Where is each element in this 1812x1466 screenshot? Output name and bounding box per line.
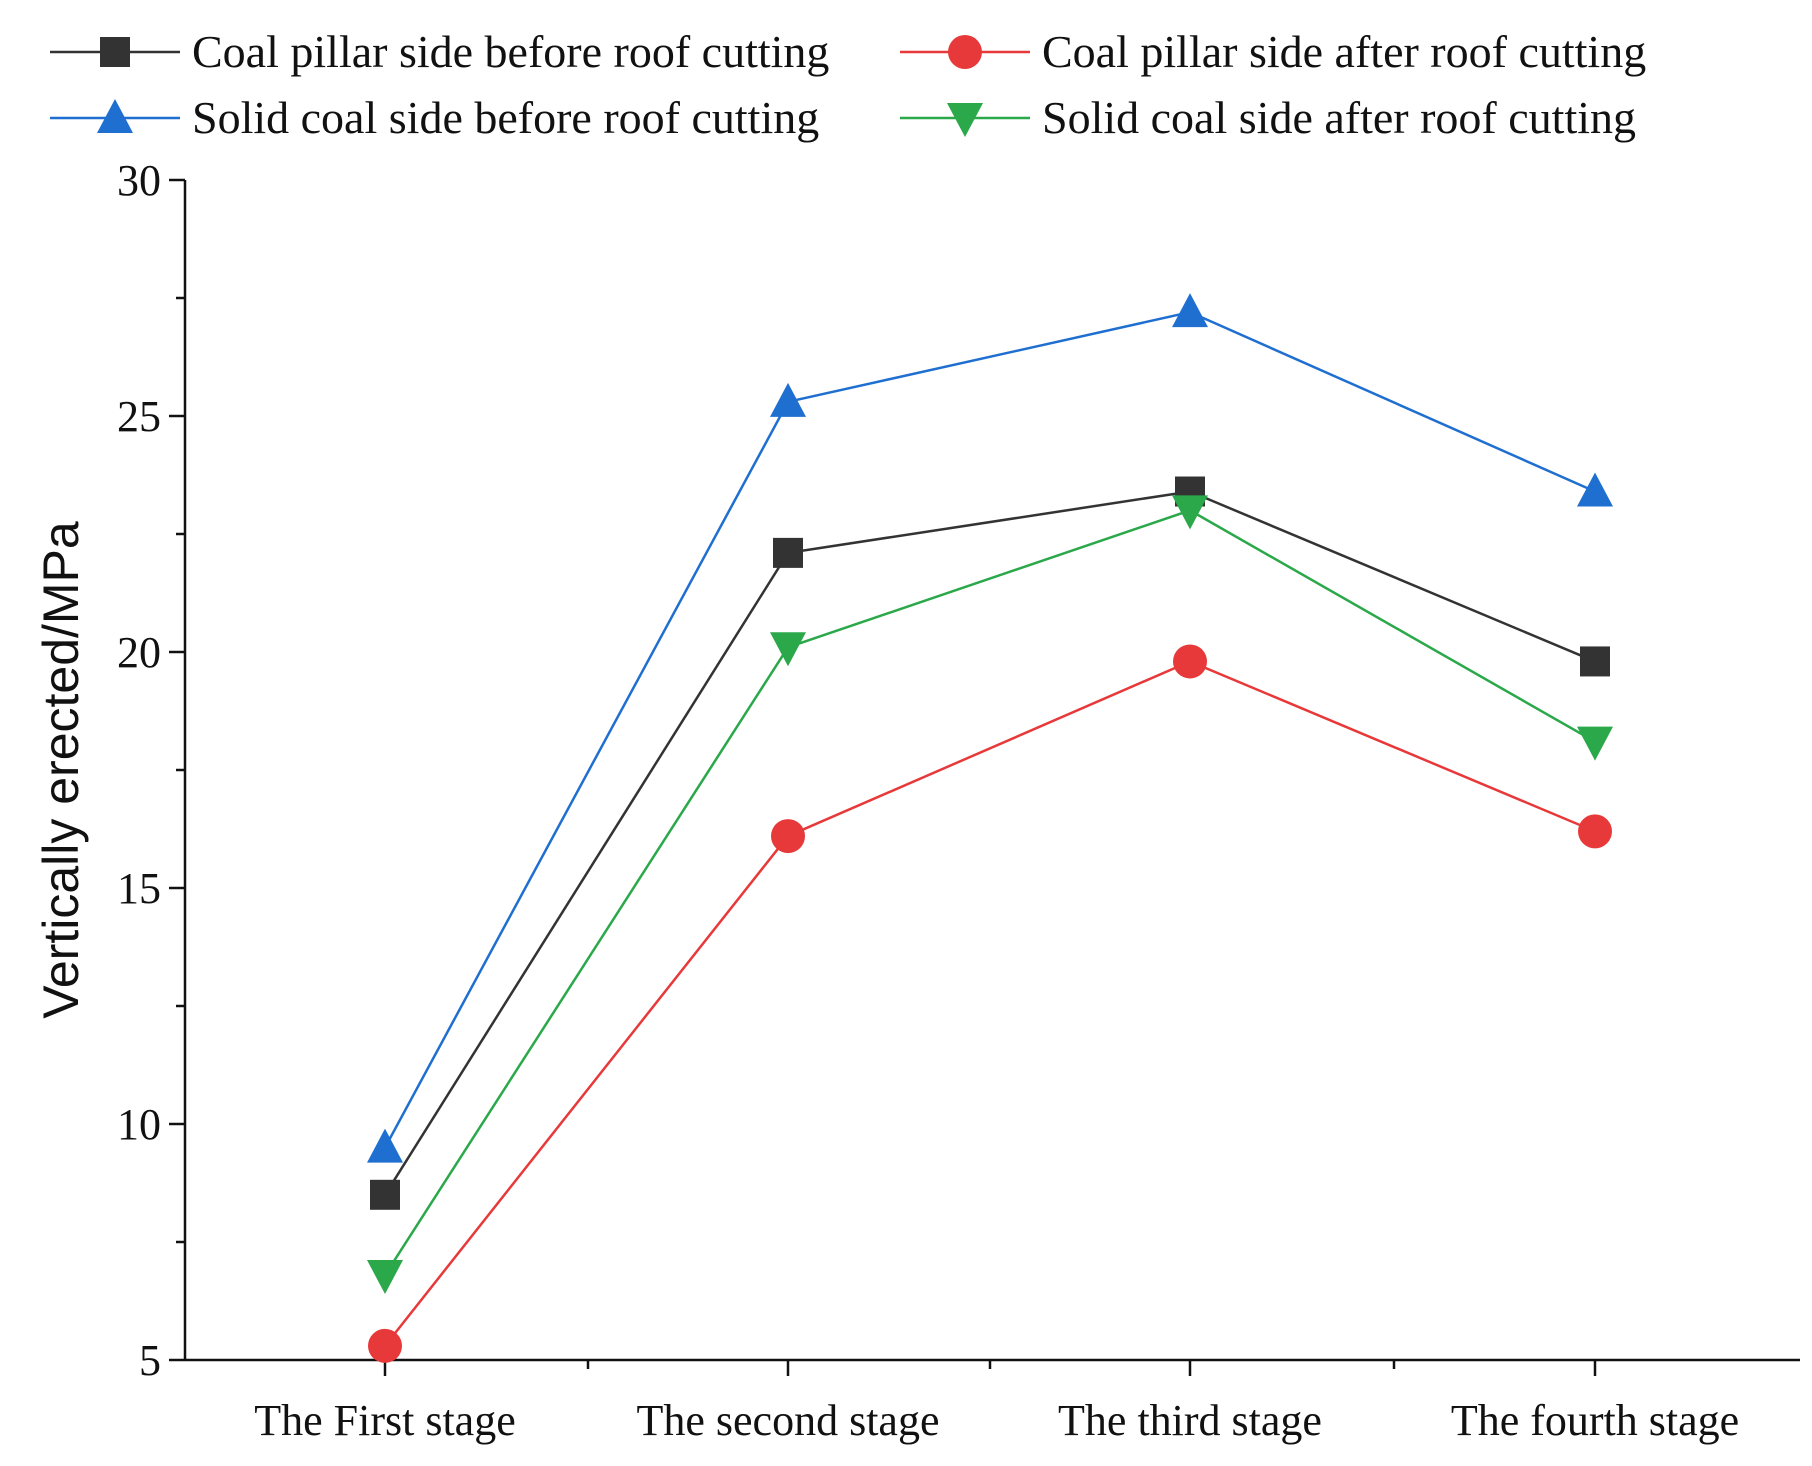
legend-marker: [97, 99, 133, 133]
data-point: [1173, 644, 1207, 679]
data-point: [1578, 814, 1612, 849]
series-line: [383, 310, 1596, 1149]
series-line: [383, 490, 1596, 1196]
series-4: [367, 495, 1613, 1295]
legend-marker: [947, 103, 983, 137]
y-tick-label: 10: [117, 1100, 161, 1149]
legend-label: Solid coal side after roof cutting: [1042, 92, 1636, 143]
data-point: [1577, 726, 1613, 761]
x-tick-label: The third stage: [1058, 1396, 1322, 1445]
legend-entry: Coal pillar side after roof cutting: [900, 26, 1646, 77]
legend-marker: [100, 37, 130, 67]
data-point: [368, 1328, 402, 1363]
series-line: [383, 509, 1596, 1276]
legend: Coal pillar side before roof cutting Coal…: [50, 26, 1646, 143]
series-line: [384, 660, 1596, 1347]
series-3: [367, 293, 1613, 1163]
axes: 5 10 15 20 25 30 The First stage The second sta…: [117, 156, 1800, 1445]
y-tick-label: 15: [117, 864, 161, 913]
data-point: [771, 819, 805, 854]
y-tick-label: 5: [139, 1336, 161, 1385]
series-2: [368, 644, 1612, 1363]
y-tick-label: 20: [117, 628, 161, 677]
data-point: [773, 537, 803, 568]
y-tick-label: 30: [117, 156, 161, 205]
legend-entry: Coal pillar side before roof cutting: [50, 26, 829, 77]
data-point: [367, 1128, 403, 1163]
data-point: [1172, 495, 1208, 530]
data-point: [1580, 646, 1610, 677]
y-tick-label: 25: [117, 392, 161, 441]
data-point: [367, 1260, 403, 1295]
data-point: [1172, 293, 1208, 328]
x-tick-label: The First stage: [254, 1396, 516, 1445]
x-tick-label: The fourth stage: [1451, 1396, 1739, 1445]
data-point: [370, 1179, 400, 1210]
y-axis-title: Vertically erected/MPa: [33, 521, 89, 1019]
series-1: [370, 476, 1610, 1210]
legend-label: Solid coal side before roof cutting: [192, 92, 819, 143]
legend-marker: [948, 35, 982, 69]
legend-label: Coal pillar side before roof cutting: [192, 26, 829, 77]
data-point: [770, 632, 806, 667]
x-tick-label: The second stage: [637, 1396, 940, 1445]
data-point: [1577, 472, 1613, 507]
legend-entry: Solid coal side before roof cutting: [50, 92, 819, 143]
legend-entry: Solid coal side after roof cutting: [900, 92, 1636, 143]
series-layer: [367, 293, 1613, 1363]
data-point: [770, 382, 806, 417]
legend-label: Coal pillar side after roof cutting: [1042, 26, 1646, 77]
